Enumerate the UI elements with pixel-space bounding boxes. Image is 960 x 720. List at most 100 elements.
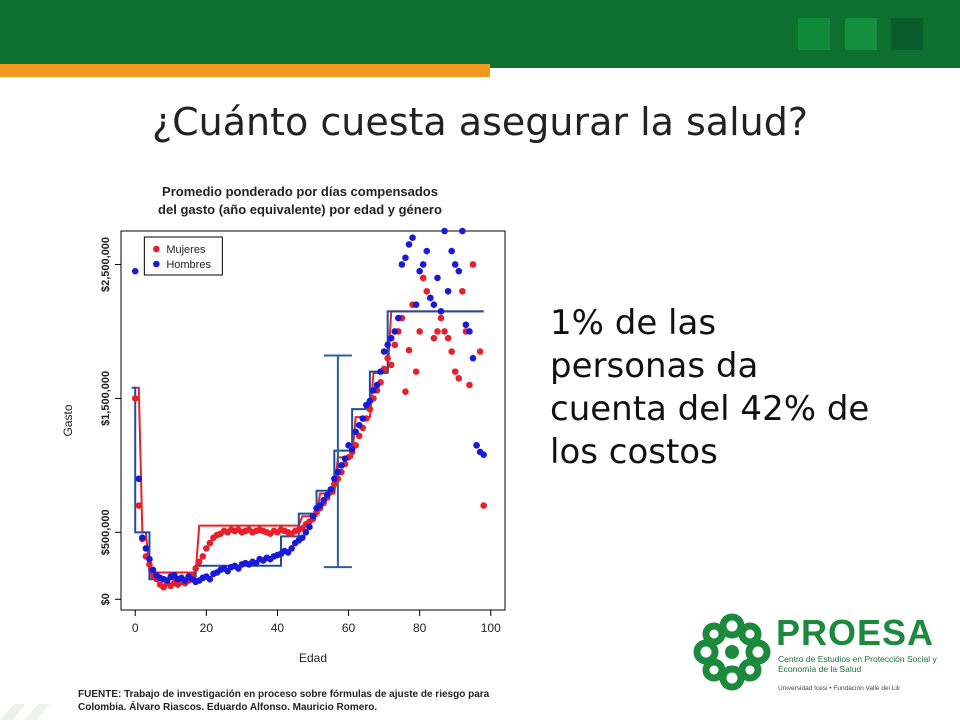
point-mujeres <box>466 381 473 389</box>
plot-frame <box>120 230 506 611</box>
header-square-2 <box>845 18 877 50</box>
point-mujeres <box>441 328 448 335</box>
point-mujeres <box>416 328 423 335</box>
point-hombres <box>398 261 406 268</box>
point-mujeres <box>412 368 420 375</box>
point-mujeres <box>405 346 413 354</box>
point-hombres <box>355 421 363 429</box>
logo-footer: Universidad Icesi • Fundación Valle del … <box>778 685 900 692</box>
point-mujeres <box>387 361 395 369</box>
point-hombres <box>409 234 416 241</box>
point-mujeres <box>419 274 427 282</box>
x-tick-label: 80 <box>413 621 427 635</box>
point-hombres <box>320 496 327 504</box>
source-note: FUENTE: Trabajo de investigación en proc… <box>78 689 490 713</box>
point-hombres <box>206 575 214 583</box>
point-hombres <box>348 445 356 453</box>
point-hombres <box>377 368 384 375</box>
point-hombres <box>302 529 310 536</box>
point-mujeres <box>434 328 441 335</box>
point-hombres <box>299 534 306 541</box>
point-hombres <box>149 566 157 574</box>
y-tick-label: $2,500,000 <box>100 237 112 292</box>
point-hombres <box>331 475 338 483</box>
point-hombres <box>370 387 377 394</box>
header-square-1 <box>798 18 830 50</box>
point-hombres <box>395 314 402 322</box>
point-mujeres <box>451 368 459 375</box>
point-hombres <box>327 486 335 493</box>
slide-title: ¿Cuánto cuesta asegurar la salud? <box>151 100 809 144</box>
legend-box <box>143 236 223 276</box>
point-mujeres <box>146 561 153 568</box>
point-hombres <box>391 328 399 335</box>
legend-label-hombres: Hombres <box>166 259 211 271</box>
point-mujeres <box>469 261 477 268</box>
point-hombres <box>437 308 445 315</box>
point-hombres <box>323 491 331 499</box>
point-mujeres <box>331 480 338 488</box>
x-tick-label: 100 <box>481 621 501 635</box>
legend-marker-hombres <box>153 260 160 268</box>
point-hombres <box>416 267 423 275</box>
point-mujeres <box>455 375 463 382</box>
point-hombres <box>131 267 139 275</box>
point-hombres <box>412 301 420 308</box>
point-hombres <box>473 441 480 449</box>
point-mujeres <box>437 314 445 322</box>
point-mujeres <box>206 539 214 547</box>
x-tick-label: 20 <box>200 621 214 635</box>
point-hombres <box>380 348 388 355</box>
chart-title-line-2: del gasto (año equivalente) por edad y g… <box>158 202 442 217</box>
point-hombres <box>427 294 434 302</box>
point-hombres <box>139 534 146 541</box>
point-hombres <box>384 341 391 349</box>
point-hombres <box>341 455 349 462</box>
point-mujeres <box>384 354 391 362</box>
point-hombres <box>373 381 381 389</box>
point-hombres <box>288 545 295 552</box>
point-hombres <box>434 274 441 282</box>
point-mujeres <box>459 287 466 295</box>
y-tick-label: $0 <box>100 593 112 605</box>
point-mujeres <box>423 287 431 295</box>
y-axis-label: Gasto <box>61 404 75 436</box>
x-tick-label: 60 <box>342 621 356 635</box>
header-square-3 <box>891 18 923 50</box>
point-mujeres <box>444 334 452 342</box>
x-tick-label: 40 <box>271 621 285 635</box>
point-hombres <box>451 261 459 268</box>
point-hombres <box>338 462 345 469</box>
point-mujeres <box>131 395 139 402</box>
point-hombres <box>423 247 431 255</box>
point-hombres <box>466 328 473 335</box>
point-hombres <box>480 451 487 458</box>
point-hombres <box>135 475 143 483</box>
point-hombres <box>448 247 455 255</box>
point-mujeres <box>448 348 455 355</box>
point-mujeres <box>135 502 143 509</box>
point-hombres <box>419 261 427 268</box>
point-hombres <box>430 301 438 308</box>
point-hombres <box>405 241 413 248</box>
point-mujeres <box>192 565 199 572</box>
point-hombres <box>459 227 466 235</box>
point-mujeres <box>480 502 487 509</box>
highlight-text: 1% de las personas da cuenta del 42% de … <box>550 303 870 472</box>
point-hombres <box>462 321 470 329</box>
x-tick-label: 0 <box>132 621 139 635</box>
logo-subtitle: Centro de Estudios en Protección Social … <box>778 654 937 674</box>
point-mujeres <box>203 545 210 552</box>
step-line-mujeres <box>135 310 484 574</box>
point-mujeres <box>402 388 409 396</box>
point-hombres <box>387 334 395 342</box>
point-hombres <box>334 468 342 476</box>
point-hombres <box>309 512 317 520</box>
corner-decoration <box>0 704 50 720</box>
header-accent-bar <box>0 64 490 77</box>
point-hombres <box>359 415 367 422</box>
step-line-hombres <box>131 310 484 581</box>
point-hombres <box>402 254 409 262</box>
point-hombres <box>352 428 359 436</box>
y-tick-label: $500,000 <box>100 509 112 555</box>
